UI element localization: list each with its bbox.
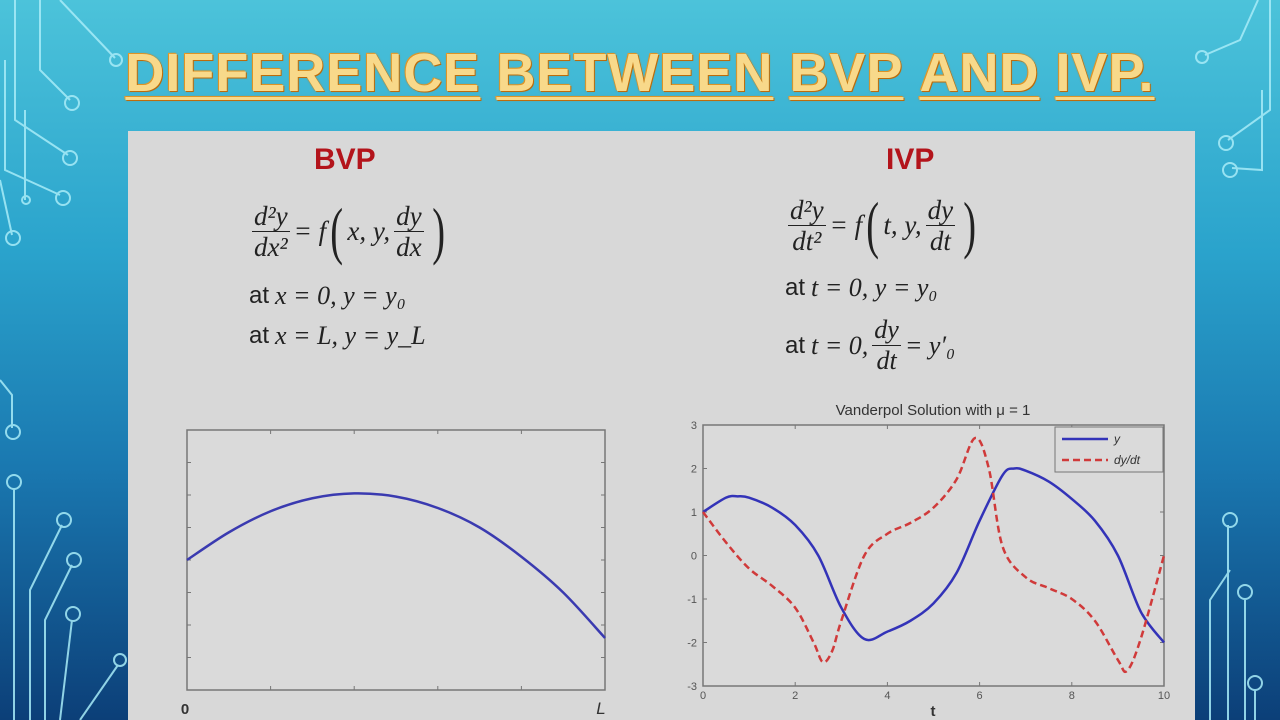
second-derivative: d²y dt² bbox=[788, 195, 826, 256]
x-tick-label: 10 bbox=[1158, 690, 1170, 702]
denominator: dt² bbox=[792, 225, 822, 256]
x-tick-label: L bbox=[596, 699, 605, 718]
x-axis-label: t bbox=[931, 703, 936, 720]
title-word: BVP bbox=[789, 43, 904, 103]
bvp-condition-1: at x = 0, y = y₀ bbox=[249, 281, 406, 311]
equals-f: = f bbox=[293, 215, 327, 246]
ivp-heading: IVP bbox=[886, 143, 935, 176]
at-label: at bbox=[249, 322, 270, 349]
numerator: dy bbox=[925, 194, 956, 226]
y-tick-label: -3 bbox=[687, 681, 697, 693]
left-paren: ( bbox=[866, 189, 880, 260]
first-derivative: dy dt bbox=[925, 194, 956, 256]
x-tick-label: 0 bbox=[181, 701, 189, 718]
legend-label: y bbox=[1113, 432, 1121, 446]
numerator: dy bbox=[872, 315, 901, 346]
series-line-dy-dt bbox=[702, 436, 1166, 674]
y-tick-label: 2 bbox=[691, 464, 697, 476]
first-derivative: dy dx bbox=[394, 200, 424, 262]
title-word: AND bbox=[919, 43, 1040, 103]
denominator: dx² bbox=[254, 231, 288, 262]
series-line-y bbox=[702, 466, 1165, 644]
denominator: dt bbox=[929, 225, 951, 256]
y-tick-label: 0 bbox=[691, 551, 697, 563]
second-derivative: d²y dx² bbox=[252, 201, 290, 262]
bvp-heading: BVP bbox=[314, 143, 376, 176]
right-paren: ) bbox=[963, 189, 977, 260]
series-line-curve bbox=[186, 492, 606, 639]
right-paren: ) bbox=[431, 195, 445, 266]
ivp-condition-1: at t = 0, y = y₀ bbox=[785, 273, 937, 303]
plot-area bbox=[186, 429, 606, 691]
y-tick-label: 3 bbox=[691, 420, 697, 432]
args: x, y, bbox=[347, 215, 391, 246]
derivative: dy dt bbox=[872, 315, 901, 376]
bvp-equation: d²y dx² = f ( x, y, dy dx ) bbox=[248, 199, 449, 263]
bvp-condition-2: at x = L, y = y_L bbox=[249, 321, 426, 351]
x-tick-label: 4 bbox=[884, 690, 890, 702]
args: t, y, bbox=[883, 209, 922, 240]
numerator: dy bbox=[394, 200, 424, 232]
x-tick-label: 2 bbox=[792, 690, 798, 702]
title-word: BETWEEN bbox=[496, 43, 774, 103]
y-tick-label: -1 bbox=[687, 594, 697, 606]
numerator: d²y bbox=[252, 200, 290, 232]
condition-expr: x = 0, y = y₀ bbox=[275, 281, 406, 310]
x-tick-label: 0 bbox=[700, 690, 706, 702]
denominator: dt bbox=[876, 346, 897, 375]
ivp-condition-2: at t = 0, dy dt = y′₀ bbox=[785, 315, 955, 376]
title-word: DIFFERENCE bbox=[125, 43, 481, 103]
y-tick-label: 1 bbox=[691, 507, 697, 519]
legend: y dy/dt bbox=[1054, 426, 1164, 473]
condition-expr: x = L, y = y_L bbox=[275, 321, 426, 350]
slide-title: DIFFERENCE BETWEEN BVP AND IVP. bbox=[0, 42, 1280, 104]
denominator: dx bbox=[396, 231, 422, 262]
chart-title: Vanderpol Solution with μ = 1 bbox=[836, 402, 1031, 419]
y-tick-label: -2 bbox=[687, 638, 697, 650]
legend-box bbox=[1054, 426, 1164, 473]
at-label: at bbox=[785, 331, 806, 359]
condition-rhs: = y′₀ bbox=[904, 330, 956, 360]
at-label: at bbox=[785, 274, 806, 301]
legend-label: dy/dt bbox=[1114, 453, 1141, 467]
condition-expr: t = 0, bbox=[811, 330, 869, 360]
condition-expr: t = 0, y = y₀ bbox=[811, 273, 938, 302]
at-label: at bbox=[249, 282, 270, 309]
ivp-equation: d²y dt² = f ( t, y, dy dt ) bbox=[784, 193, 980, 257]
equals-f: = f bbox=[829, 209, 863, 240]
x-tick-label: 8 bbox=[1069, 690, 1075, 702]
ivp-chart: Vanderpol Solution with μ = 1 -3 -2 -1 0 1 2 3 0… bbox=[687, 402, 1170, 720]
left-paren: ( bbox=[330, 195, 344, 266]
title-word: IVP. bbox=[1055, 43, 1155, 103]
x-tick-label: 6 bbox=[977, 690, 983, 702]
numerator: d²y bbox=[788, 194, 826, 226]
